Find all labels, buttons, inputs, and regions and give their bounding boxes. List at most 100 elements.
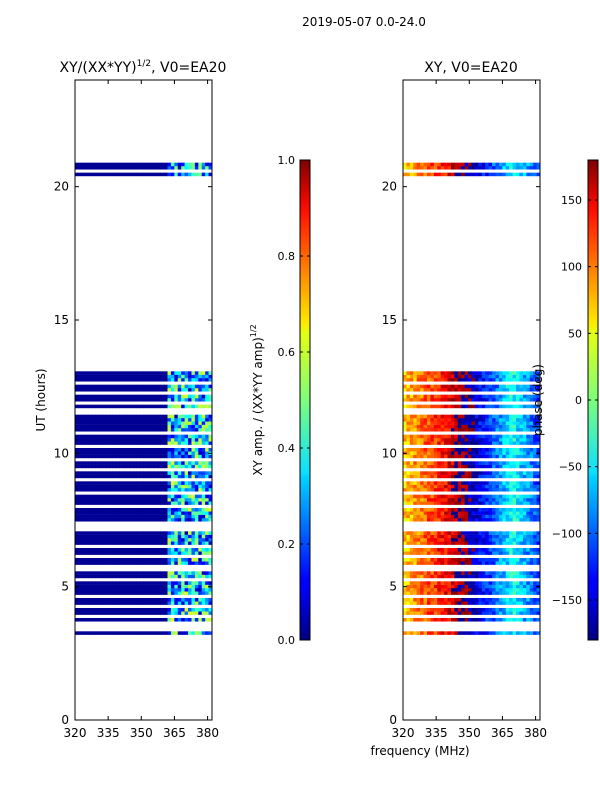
left-heat-cell	[105, 531, 110, 535]
right-heat-cell	[509, 418, 513, 422]
right-heat-cell	[512, 378, 517, 382]
left-heat-cell	[174, 374, 179, 379]
left-heat-cell	[92, 608, 96, 612]
right-heat-cell	[516, 461, 520, 465]
left-heat-cell	[184, 598, 189, 602]
left-heat-cell	[95, 448, 100, 452]
right-heat-cell	[478, 561, 483, 565]
left-heat-cell	[85, 438, 90, 442]
right-heat-cell	[437, 481, 442, 485]
right-heat-cell	[433, 618, 438, 622]
right-heat-cell	[461, 418, 466, 422]
right-heat-cell	[433, 598, 438, 602]
right-heat-cell	[529, 404, 534, 409]
right-heat-cell	[413, 561, 418, 565]
right-heat-cell	[478, 434, 483, 439]
left-heat-cell	[164, 501, 168, 505]
left-heat-cell	[184, 514, 189, 519]
left-heat-cell	[136, 511, 141, 515]
left-heat-cell	[184, 584, 189, 589]
right-heat-cell	[420, 501, 424, 505]
right-heat-cell	[512, 172, 517, 177]
left-heat-cell	[198, 534, 203, 539]
right-heat-cell	[468, 558, 472, 562]
left-heat-cell	[81, 548, 86, 552]
left-heat-cell	[201, 508, 206, 512]
right-heat-cell	[403, 371, 407, 375]
right-heat-cell	[437, 162, 442, 167]
right-heat-cell	[492, 551, 496, 555]
right-heat-cell	[505, 464, 510, 469]
right-heat-cell	[519, 474, 524, 479]
right-heat-cell	[474, 588, 479, 592]
right-heat-cell	[416, 548, 421, 552]
left-heat-cell	[75, 571, 79, 575]
left-heat-cell	[116, 514, 120, 519]
right-heat-cell	[409, 618, 414, 622]
right-heat-cell	[444, 471, 448, 475]
right-heat-cell	[457, 541, 462, 545]
left-heat-cell	[116, 561, 120, 565]
left-heat-cell	[201, 166, 206, 170]
right-heat-cell	[498, 424, 503, 429]
right-heat-cell	[406, 438, 411, 442]
right-heat-cell	[450, 438, 455, 442]
right-heat-cell	[498, 464, 503, 469]
right-heat-cell	[509, 384, 513, 389]
left-heat-cell	[133, 588, 138, 592]
right-heat-cell	[433, 558, 438, 562]
right-heat-cell	[423, 538, 428, 542]
right-heat-cell	[461, 421, 466, 425]
left-heat-cell	[208, 534, 213, 539]
left-heat-cell	[129, 608, 134, 612]
right-heat-cell	[468, 414, 472, 419]
left-heat-cell	[160, 494, 165, 499]
left-heat-cell	[136, 561, 141, 565]
right-heat-cell	[403, 588, 407, 592]
left-heat-cell	[160, 618, 165, 622]
left-heat-cell	[150, 501, 155, 505]
right-heat-cell	[420, 511, 424, 515]
right-heat-cell	[426, 561, 431, 565]
right-heat-cell	[409, 441, 414, 445]
left-heat-cell	[102, 538, 107, 542]
right-heat-cell	[437, 474, 442, 479]
right-heat-cell	[516, 448, 520, 452]
left-heat-cell	[201, 441, 206, 445]
left-heat-cell	[102, 598, 107, 602]
left-ytick-label: 15	[54, 313, 69, 327]
left-heat-cell	[126, 631, 131, 635]
right-heat-cell	[522, 581, 527, 585]
left-heat-cell	[184, 558, 189, 562]
right-heat-cell	[512, 464, 517, 469]
right-heat-cell	[464, 448, 469, 452]
right-heat-cell	[444, 534, 448, 539]
right-heat-cell	[444, 501, 448, 505]
right-heat-cell	[481, 514, 486, 519]
left-heat-cell	[133, 461, 138, 465]
right-heat-cell	[474, 558, 479, 562]
right-heat-cell	[533, 551, 537, 555]
right-heat-cell	[516, 548, 520, 552]
left-heat-cell	[140, 421, 144, 425]
right-heat-cell	[454, 166, 459, 170]
right-heat-cell	[492, 548, 496, 552]
right-heat-cell	[416, 551, 421, 555]
left-heat-cell	[184, 581, 189, 585]
right-heat-cell	[450, 371, 455, 375]
right-heat-cell	[522, 394, 527, 399]
right-heat-cell	[457, 451, 462, 455]
left-heat-cell	[153, 434, 158, 439]
left-heat-cell	[153, 584, 158, 589]
right-heat-cell	[495, 394, 500, 399]
left-heat-cell	[181, 608, 185, 612]
right-heat-cell	[481, 531, 486, 535]
left-heat-cell	[191, 598, 196, 602]
right-heat-cell	[536, 454, 541, 459]
right-heat-cell	[498, 172, 503, 177]
right-heat-cell	[498, 421, 503, 425]
left-heat-cell	[75, 464, 79, 469]
left-heat-cell	[157, 394, 162, 399]
left-heat-cell	[102, 388, 107, 392]
right-heat-cell	[416, 448, 421, 452]
